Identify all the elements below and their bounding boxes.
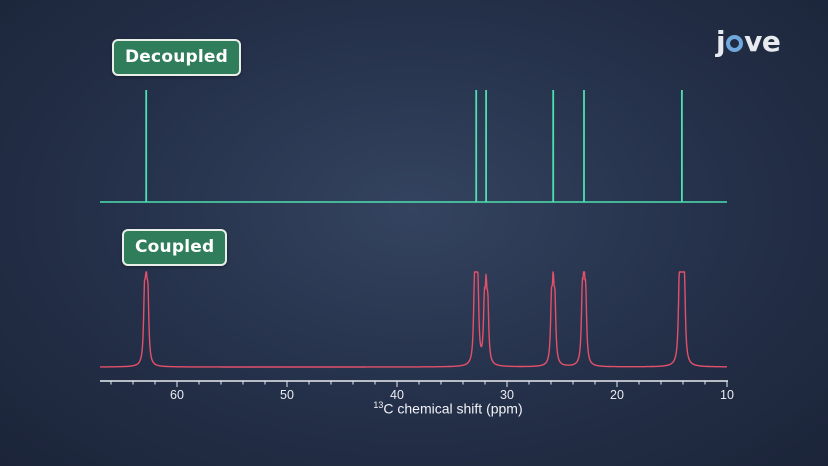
x-axis-title-superscript: 13: [373, 400, 384, 410]
x-tick-label: 60: [170, 388, 184, 402]
coupled-spectrum-trace: [99, 271, 728, 368]
logo-j: j: [716, 25, 726, 58]
logo-ve: ve: [744, 25, 781, 58]
x-tick-label: 20: [610, 388, 624, 402]
x-tick-label: 10: [720, 388, 734, 402]
jove-logo: j ve: [716, 25, 781, 58]
logo-o-icon: [726, 35, 744, 52]
x-tick-label: 50: [280, 388, 294, 402]
coupled-label: Coupled: [122, 229, 228, 266]
x-axis-title-text: C chemical shift (ppm): [383, 400, 523, 417]
x-axis-title: 13C chemical shift (ppm): [0, 400, 828, 417]
x-tick-label: 30: [500, 388, 514, 402]
decoupled-label: Decoupled: [112, 39, 241, 76]
x-tick-label: 40: [390, 388, 404, 402]
